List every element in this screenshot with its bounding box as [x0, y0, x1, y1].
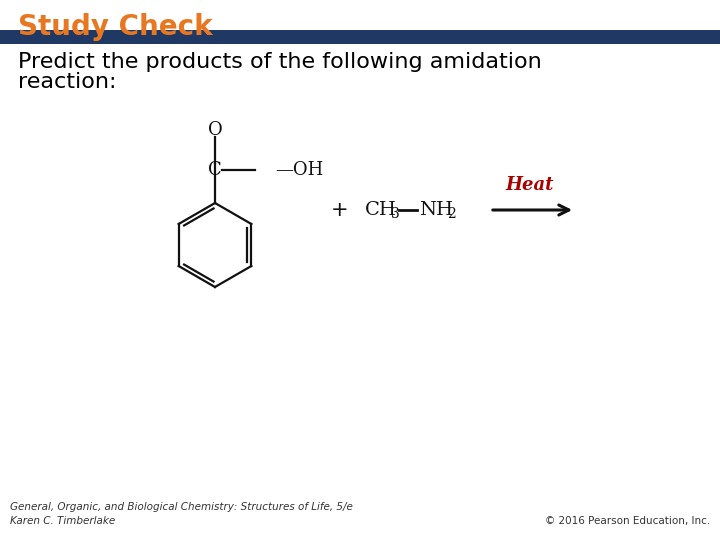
FancyBboxPatch shape: [0, 30, 720, 44]
Text: NH: NH: [419, 201, 453, 219]
Text: C: C: [208, 161, 222, 179]
Text: General, Organic, and Biological Chemistry: Structures of Life, 5/e
Karen C. Tim: General, Organic, and Biological Chemist…: [10, 502, 353, 526]
Text: © 2016 Pearson Education, Inc.: © 2016 Pearson Education, Inc.: [545, 516, 710, 526]
Text: Predict the products of the following amidation: Predict the products of the following am…: [18, 52, 541, 72]
Text: 3: 3: [391, 207, 400, 221]
Text: reaction:: reaction:: [18, 72, 117, 92]
Text: O: O: [207, 121, 222, 139]
Text: CH: CH: [365, 201, 397, 219]
Text: 2: 2: [447, 207, 456, 221]
Text: +: +: [331, 200, 348, 220]
Text: Study Check: Study Check: [18, 13, 212, 41]
Text: Heat: Heat: [505, 176, 554, 194]
Text: —OH: —OH: [275, 161, 323, 179]
